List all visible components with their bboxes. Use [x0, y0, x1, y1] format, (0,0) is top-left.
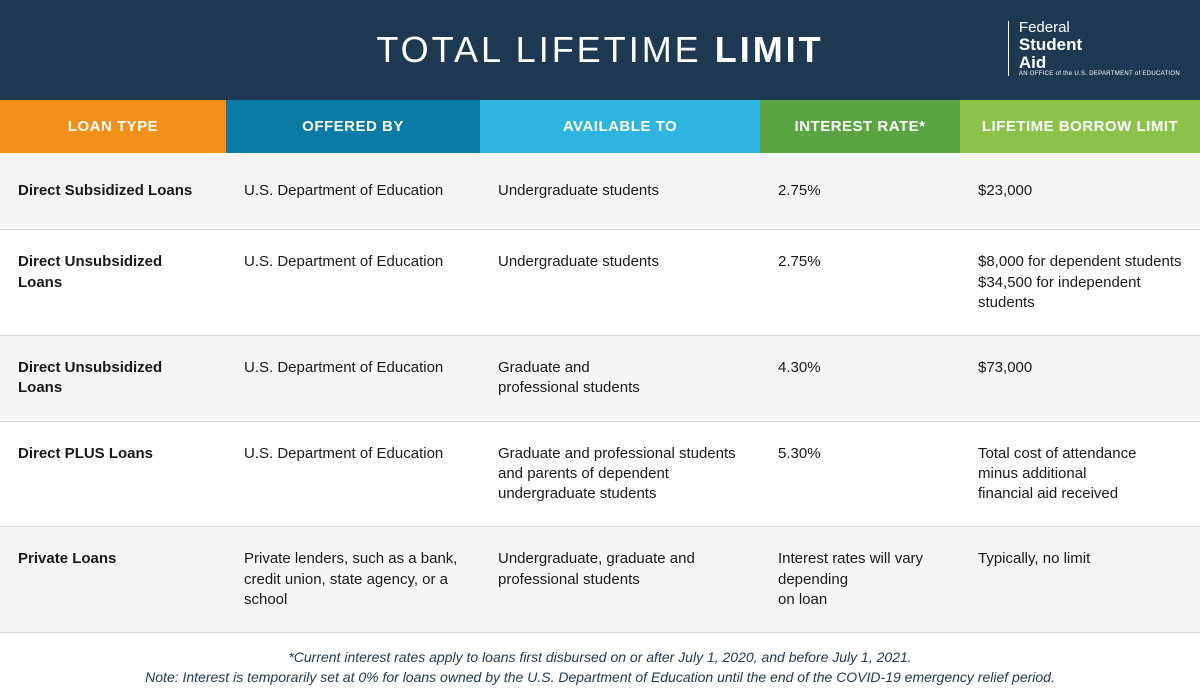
cell-loan-type: Direct PLUS Loans: [0, 422, 226, 527]
footer-note: *Current interest rates apply to loans f…: [0, 633, 1200, 698]
table-row: Direct Subsidized Loans U.S. Department …: [0, 153, 1200, 230]
loan-table: LOAN TYPE OFFERED BY AVAILABLE TO INTERE…: [0, 100, 1200, 633]
cell-available-to: Graduate and professional students and p…: [480, 422, 760, 527]
table-body: Direct Subsidized Loans U.S. Department …: [0, 153, 1200, 633]
cell-offered-by: U.S. Department of Education: [226, 422, 480, 527]
cell-offered-by: U.S. Department of Education: [226, 230, 480, 335]
cell-offered-by: U.S. Department of Education: [226, 153, 480, 229]
cell-rate: Interest rates will vary dependingon loa…: [760, 527, 960, 632]
footnote-line2: Note: Interest is temporarily set at 0% …: [20, 667, 1180, 687]
cell-offered-by: Private lenders, such as a bank, credit …: [226, 527, 480, 632]
table-row: Direct PLUS Loans U.S. Department of Edu…: [0, 422, 1200, 528]
logo: Federal Student Aid AN OFFICE of the U.S…: [1008, 20, 1180, 78]
logo-subtitle: AN OFFICE of the U.S. DEPARTMENT of EDUC…: [1019, 71, 1180, 77]
cell-available-to: Undergraduate students: [480, 153, 760, 229]
logo-aid: Aid: [1019, 54, 1180, 72]
column-header-lifetime-limit: LIFETIME BORROW LIMIT: [960, 100, 1200, 153]
cell-limit: $8,000 for dependent students$34,500 for…: [960, 230, 1200, 335]
cell-rate: 5.30%: [760, 422, 960, 527]
logo-text: Federal Student Aid AN OFFICE of the U.S…: [1019, 20, 1180, 78]
cell-limit: Total cost of attendanceminus additional…: [960, 422, 1200, 527]
column-header-available-to: AVAILABLE TO: [480, 100, 760, 153]
cell-limit: $73,000: [960, 336, 1200, 421]
table-header-row: LOAN TYPE OFFERED BY AVAILABLE TO INTERE…: [0, 100, 1200, 153]
cell-loan-type: Direct Unsubsidized Loans: [0, 336, 226, 421]
cell-rate: 2.75%: [760, 153, 960, 229]
cell-available-to: Undergraduate, graduate and professional…: [480, 527, 760, 632]
cell-loan-type: Direct Unsubsidized Loans: [0, 230, 226, 335]
footnote-line1: *Current interest rates apply to loans f…: [20, 647, 1180, 667]
cell-rate: 2.75%: [760, 230, 960, 335]
cell-available-to: Graduate andprofessional students: [480, 336, 760, 421]
cell-loan-type: Direct Subsidized Loans: [0, 153, 226, 229]
table-row: Direct Unsubsidized Loans U.S. Departmen…: [0, 230, 1200, 336]
cell-available-to: Undergraduate students: [480, 230, 760, 335]
table-row: Private Loans Private lenders, such as a…: [0, 527, 1200, 633]
page-title: TOTAL LIFETIME LIMIT: [376, 29, 823, 71]
cell-loan-type: Private Loans: [0, 527, 226, 632]
logo-federal: Federal: [1019, 20, 1180, 36]
title-bold: LIMIT: [715, 29, 824, 70]
logo-student: Student: [1019, 36, 1180, 54]
title-light: TOTAL LIFETIME: [376, 29, 714, 70]
cell-limit: Typically, no limit: [960, 527, 1200, 632]
cell-rate: 4.30%: [760, 336, 960, 421]
column-header-interest-rate: INTEREST RATE*: [760, 100, 960, 153]
column-header-offered-by: OFFERED BY: [226, 100, 480, 153]
cell-limit: $23,000: [960, 153, 1200, 229]
column-header-loan-type: LOAN TYPE: [0, 100, 226, 153]
header: TOTAL LIFETIME LIMIT Federal Student Aid…: [0, 0, 1200, 100]
cell-offered-by: U.S. Department of Education: [226, 336, 480, 421]
logo-divider: [1008, 21, 1009, 76]
table-row: Direct Unsubsidized Loans U.S. Departmen…: [0, 336, 1200, 422]
